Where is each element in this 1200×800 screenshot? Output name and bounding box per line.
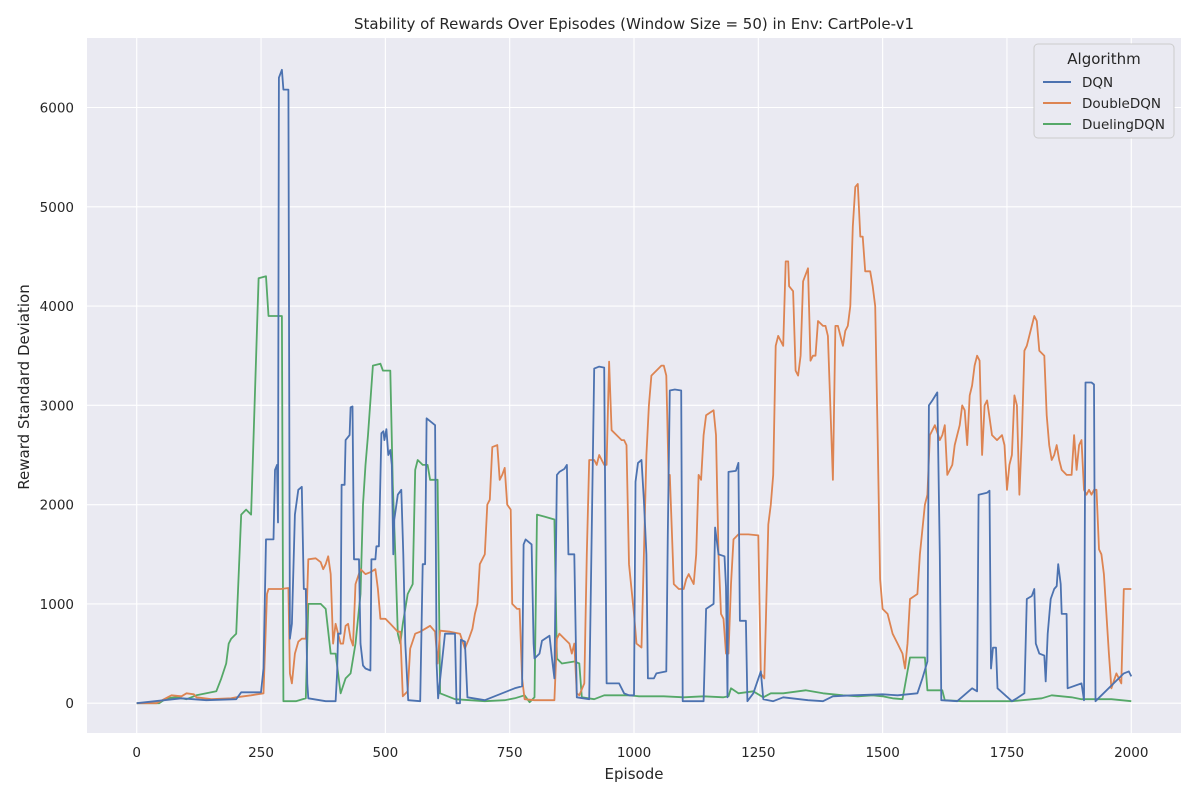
x-tick-label: 1750	[990, 745, 1024, 761]
x-tick-label: 2000	[1114, 745, 1148, 761]
x-tick-label: 0	[132, 745, 141, 761]
y-tick-label: 6000	[40, 101, 74, 117]
legend-label-duelingdqn: DuelingDQN	[1082, 117, 1165, 133]
y-axis-label: Reward Standard Deviation	[15, 284, 33, 489]
y-tick-label: 4000	[40, 299, 74, 315]
x-tick-label: 750	[497, 745, 523, 761]
legend-box	[1033, 43, 1175, 139]
x-tick-label: 1250	[741, 745, 775, 761]
legend-title: Algorithm	[1067, 50, 1140, 68]
x-tick-label: 1000	[617, 745, 651, 761]
y-tick-label: 0	[65, 696, 74, 712]
series-line-duelingdqn	[136, 275, 1132, 705]
series-line-doubledqn	[136, 183, 1132, 705]
x-axis-label: Episode	[605, 765, 664, 783]
y-tick-label: 2000	[40, 498, 74, 514]
x-tick-label: 250	[248, 745, 274, 761]
legend-label-dqn: DQN	[1082, 75, 1113, 91]
y-axis-ticks: 0 1000 2000 3000 4000 5000 6000	[40, 101, 74, 713]
x-tick-label: 1500	[865, 745, 899, 761]
y-tick-label: 5000	[40, 200, 74, 216]
chart-title: Stability of Rewards Over Episodes (Wind…	[354, 15, 914, 33]
x-axis-ticks: 0 250 500 750 1000 1250 1500 1750 2000	[132, 745, 1148, 761]
legend-label-doubledqn: DoubleDQN	[1082, 96, 1161, 112]
legend: Algorithm DQN DoubleDQN DuelingDQN	[1033, 43, 1175, 139]
series-line-dqn	[136, 68, 1133, 705]
series-lines	[136, 68, 1133, 705]
x-tick-label: 500	[372, 745, 398, 761]
y-tick-label: 1000	[40, 597, 74, 613]
y-tick-label: 3000	[40, 398, 74, 414]
